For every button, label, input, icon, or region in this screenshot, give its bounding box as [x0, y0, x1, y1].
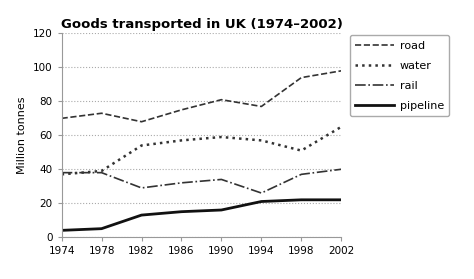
pipeline	[299, 198, 304, 201]
rail	[179, 181, 184, 184]
pipeline	[59, 229, 64, 232]
water	[258, 139, 264, 142]
rail	[338, 168, 344, 171]
road	[219, 98, 224, 101]
Y-axis label: Million tonnes: Million tonnes	[17, 97, 27, 174]
water	[299, 149, 304, 152]
road	[299, 76, 304, 79]
road	[258, 105, 264, 108]
Legend: road, water, rail, pipeline: road, water, rail, pipeline	[350, 35, 449, 116]
pipeline	[179, 210, 184, 213]
water	[99, 169, 104, 173]
Line: pipeline: pipeline	[62, 200, 341, 230]
pipeline	[99, 227, 104, 230]
pipeline	[139, 213, 145, 217]
Title: Goods transported in UK (1974–2002): Goods transported in UK (1974–2002)	[61, 18, 342, 31]
road	[139, 120, 145, 123]
road	[99, 112, 104, 115]
water	[219, 135, 224, 139]
road	[338, 69, 344, 73]
rail	[139, 186, 145, 190]
pipeline	[219, 208, 224, 212]
rail	[59, 171, 64, 174]
pipeline	[258, 200, 264, 203]
water	[179, 139, 184, 142]
rail	[219, 178, 224, 181]
rail	[258, 191, 264, 195]
rail	[299, 173, 304, 176]
water	[338, 125, 344, 129]
water	[139, 144, 145, 147]
Line: rail: rail	[62, 169, 341, 193]
rail	[99, 171, 104, 174]
pipeline	[338, 198, 344, 201]
Line: water: water	[62, 127, 341, 174]
water	[59, 173, 64, 176]
road	[179, 108, 184, 112]
Line: road: road	[62, 71, 341, 122]
road	[59, 117, 64, 120]
